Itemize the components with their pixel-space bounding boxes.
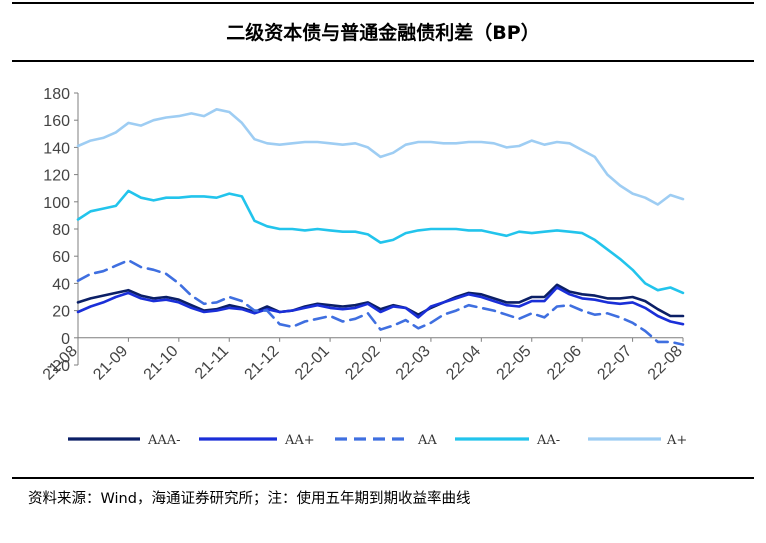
y-tick-label: 120	[43, 168, 70, 185]
chart-legend: AAA- AA+ AA AA- A+	[68, 433, 687, 448]
y-tick-label: 160	[43, 113, 70, 130]
title-rule	[12, 60, 754, 62]
y-tick-label: 80	[52, 222, 70, 239]
legend-label: A+	[666, 433, 687, 448]
x-tick-label: 22-08	[645, 343, 686, 384]
legend-label: AA	[417, 433, 437, 448]
y-tick-label: 60	[52, 249, 70, 266]
x-tick-label: 21-10	[141, 343, 182, 384]
x-tick-labels: 21-08 21-09 21-10 21-11 21-12 22-01 22-02 22-03…	[40, 343, 686, 384]
y-tick-label: 140	[43, 140, 70, 157]
y-tick-labels: -20 0 20 40 60 80 100 120 140 160 180	[43, 86, 70, 375]
series-line-aaaminus	[76, 283, 685, 318]
y-tick-label: 180	[43, 86, 70, 103]
line-chart: -20 0 20 40 60 80 100 120 140 160 180 21-08 21-09 21…	[40, 86, 687, 448]
x-tick-label: 21-09	[90, 343, 131, 384]
x-tick-label: 22-02	[342, 343, 383, 384]
y-tick-label: -20	[47, 358, 70, 375]
chart-title: 二级资本债与普通金融债利差（BP）	[226, 22, 540, 44]
y-tick-label: 0	[61, 331, 70, 348]
series-line-aaminus	[76, 189, 685, 295]
series-line-aaplus	[76, 286, 685, 326]
y-tick-label: 100	[43, 195, 70, 212]
top-rule	[12, 2, 754, 4]
x-tick-label: 22-07	[594, 343, 635, 384]
x-tick-label: 22-06	[544, 343, 585, 384]
legend-label: AA-	[536, 433, 560, 448]
y-tick-label: 40	[52, 276, 70, 293]
chart-axes	[74, 92, 684, 366]
y-tick-label: 20	[52, 304, 70, 321]
legend-label: AAA-	[147, 433, 181, 448]
x-tick-label: 21-12	[242, 343, 283, 384]
series-line-aa	[76, 258, 685, 346]
series-lines	[76, 108, 685, 346]
x-tick-label: 21-11	[192, 343, 232, 383]
x-tick-label: 22-04	[443, 343, 484, 384]
bottom-rule	[12, 477, 754, 479]
series-line-aplus	[76, 108, 685, 206]
legend-label: AA+	[284, 433, 315, 448]
x-tick-label: 22-03	[393, 343, 434, 384]
x-tick-label: 22-05	[494, 343, 535, 384]
x-tick-label: 22-01	[292, 343, 333, 384]
source-note: 资料来源：Wind，海通证券研究所；注：使用五年期到期收益率曲线	[28, 491, 471, 507]
